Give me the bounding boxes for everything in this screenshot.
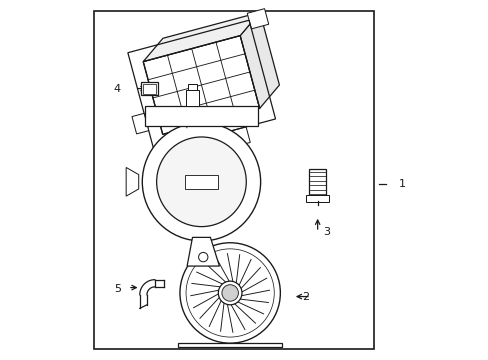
- Text: 3: 3: [323, 226, 330, 237]
- Polygon shape: [247, 9, 268, 29]
- Text: 4: 4: [113, 84, 121, 94]
- Circle shape: [156, 137, 246, 226]
- Bar: [94, 12, 373, 348]
- Polygon shape: [187, 237, 219, 266]
- Circle shape: [218, 281, 242, 305]
- Bar: [185, 175, 217, 189]
- Bar: [188, 84, 196, 90]
- Text: 2: 2: [301, 292, 308, 302]
- Polygon shape: [183, 138, 208, 159]
- Polygon shape: [126, 167, 139, 196]
- Polygon shape: [143, 36, 259, 134]
- Text: 5: 5: [114, 284, 121, 294]
- Circle shape: [222, 285, 238, 301]
- Circle shape: [198, 252, 207, 262]
- Text: 1: 1: [398, 179, 405, 189]
- Polygon shape: [225, 127, 250, 148]
- Bar: [185, 90, 198, 107]
- Circle shape: [180, 243, 280, 343]
- Bar: [308, 169, 325, 196]
- Polygon shape: [132, 113, 148, 134]
- Bar: [143, 84, 155, 94]
- Bar: [141, 82, 157, 95]
- Polygon shape: [240, 12, 279, 108]
- Bar: [145, 107, 257, 126]
- Bar: [178, 343, 282, 347]
- Polygon shape: [143, 12, 260, 62]
- Circle shape: [142, 123, 260, 241]
- Bar: [305, 195, 328, 202]
